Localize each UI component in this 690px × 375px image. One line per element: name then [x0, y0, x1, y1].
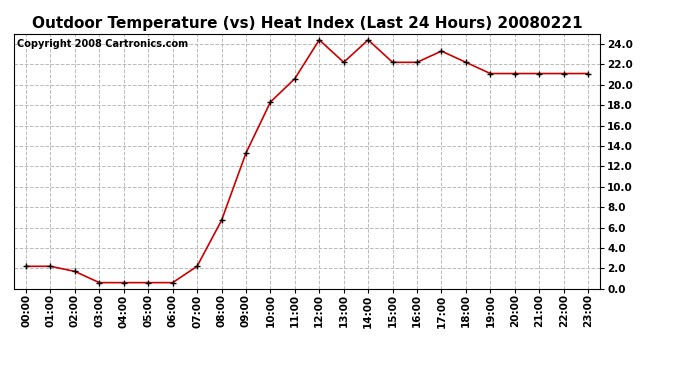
- Title: Outdoor Temperature (vs) Heat Index (Last 24 Hours) 20080221: Outdoor Temperature (vs) Heat Index (Las…: [32, 16, 582, 31]
- Text: Copyright 2008 Cartronics.com: Copyright 2008 Cartronics.com: [17, 39, 188, 49]
